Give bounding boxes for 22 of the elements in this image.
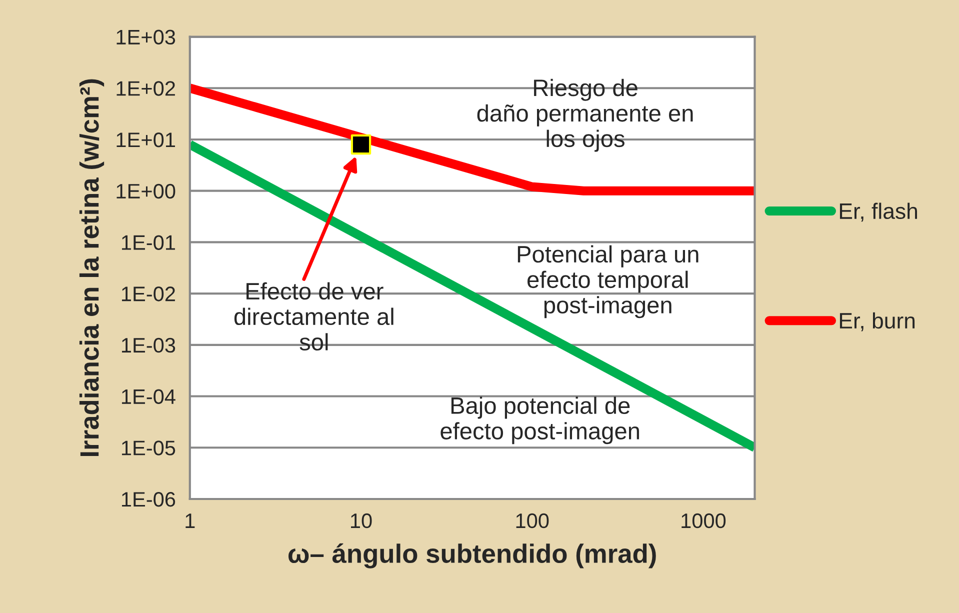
y-tick-label: 1E-05 — [122, 440, 176, 456]
y-tick-label: 1E+02 — [116, 81, 175, 96]
annotation: Efecto de ver directamente al sol — [234, 282, 394, 350]
legend-label: Er, burn — [840, 312, 915, 332]
x-tick-label: 1 — [186, 514, 195, 528]
annotation: Bajo potencial de efecto post-imagen — [440, 396, 639, 444]
y-tick-label: 1E+00 — [116, 184, 176, 199]
y-tick-label: 1E-02 — [122, 286, 175, 302]
x-tick-label: 10 — [351, 513, 372, 528]
x-tick-label: 100 — [516, 513, 549, 528]
annotation: Riesgo de daño permanente en los ojos — [477, 78, 693, 152]
x-tick-label: 1000 — [682, 513, 726, 528]
x-axis-title: ω– ángulo subtendido (mrad) — [288, 543, 656, 568]
y-tick-label: 1E+01 — [116, 132, 175, 148]
legend-label: Er, flash — [840, 202, 918, 222]
y-tick-label: 1E-03 — [122, 338, 176, 353]
y-tick-label: 1E-06 — [122, 492, 176, 507]
y-tick-label: 1E-01 — [122, 235, 175, 250]
y-axis-title: Irradiancia en la retina (w/cm²) — [79, 79, 104, 456]
y-tick-label: 1E+03 — [116, 30, 176, 45]
y-tick-label: 1E-04 — [122, 389, 176, 404]
annotation: Potencial para un efecto temporal post-imagen — [518, 245, 698, 318]
